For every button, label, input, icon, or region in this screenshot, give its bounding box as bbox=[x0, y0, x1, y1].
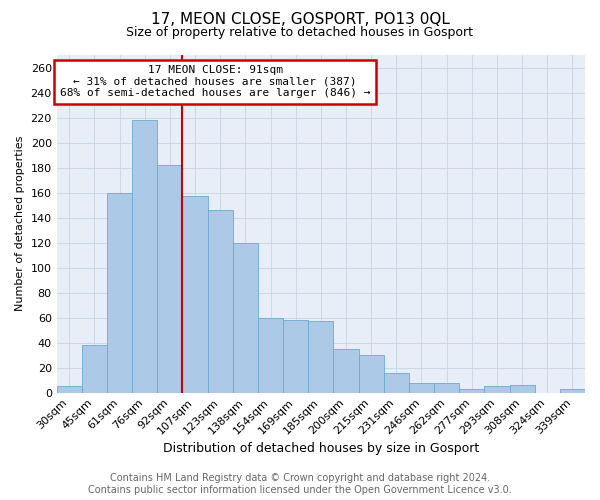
Bar bbox=[208, 210, 233, 392]
Bar bbox=[484, 386, 509, 392]
Bar bbox=[233, 242, 258, 392]
Bar bbox=[182, 196, 208, 392]
Bar bbox=[434, 382, 459, 392]
X-axis label: Distribution of detached houses by size in Gosport: Distribution of detached houses by size … bbox=[163, 442, 479, 455]
Bar bbox=[308, 322, 334, 392]
Bar bbox=[384, 372, 409, 392]
Text: 17, MEON CLOSE, GOSPORT, PO13 0QL: 17, MEON CLOSE, GOSPORT, PO13 0QL bbox=[151, 12, 449, 28]
Bar bbox=[157, 165, 182, 392]
Text: Size of property relative to detached houses in Gosport: Size of property relative to detached ho… bbox=[127, 26, 473, 39]
Bar bbox=[560, 389, 585, 392]
Bar bbox=[82, 345, 107, 393]
Bar bbox=[283, 320, 308, 392]
Y-axis label: Number of detached properties: Number of detached properties bbox=[15, 136, 25, 312]
Bar bbox=[409, 382, 434, 392]
Text: Contains HM Land Registry data © Crown copyright and database right 2024.
Contai: Contains HM Land Registry data © Crown c… bbox=[88, 474, 512, 495]
Text: 17 MEON CLOSE: 91sqm
← 31% of detached houses are smaller (387)
68% of semi-deta: 17 MEON CLOSE: 91sqm ← 31% of detached h… bbox=[60, 65, 370, 98]
Bar bbox=[509, 385, 535, 392]
Bar bbox=[359, 355, 384, 393]
Bar bbox=[107, 192, 132, 392]
Bar bbox=[459, 389, 484, 392]
Bar bbox=[56, 386, 82, 392]
Bar bbox=[258, 318, 283, 392]
Bar bbox=[334, 349, 359, 393]
Bar bbox=[132, 120, 157, 392]
